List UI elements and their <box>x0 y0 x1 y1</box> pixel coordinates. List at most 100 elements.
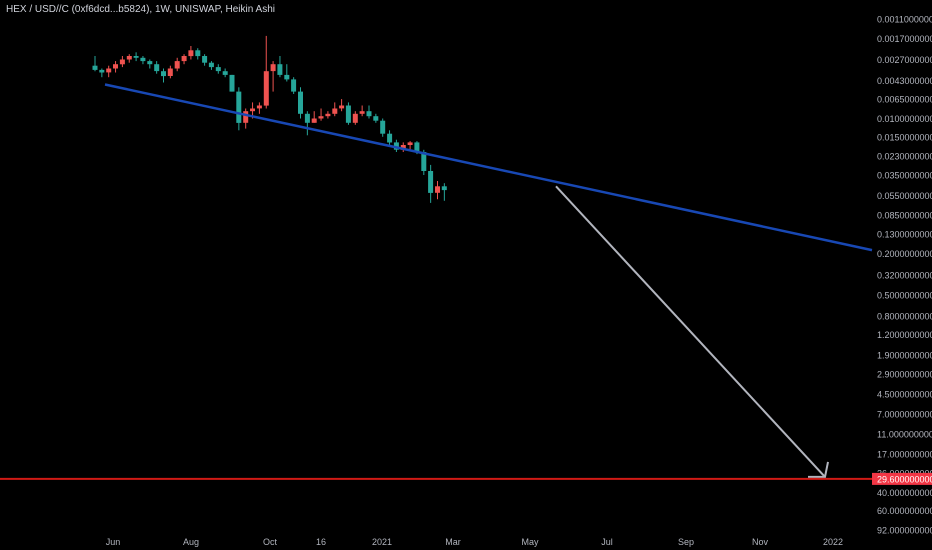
y-tick-label: 0.1300000000 <box>877 230 932 240</box>
candle-body <box>414 142 420 152</box>
candle-body <box>304 113 310 123</box>
x-tick-label: Sep <box>678 537 694 547</box>
candle-body <box>387 133 393 143</box>
y-tick-label: 0.0850000000 <box>877 211 932 221</box>
y-tick-label: 0.0017000000 <box>877 34 932 44</box>
candle-body <box>435 186 440 193</box>
candle-body <box>352 113 358 123</box>
drawings <box>0 83 873 480</box>
candle-body <box>421 152 427 171</box>
projection-arrowhead <box>808 461 829 478</box>
x-tick-label: Oct <box>263 537 278 547</box>
candle-body <box>133 56 139 58</box>
candle-body <box>325 113 331 117</box>
candle-body <box>373 116 379 121</box>
candle-body <box>113 64 118 69</box>
candle-body <box>106 68 112 73</box>
x-tick-label: 2021 <box>372 537 392 547</box>
candle-body <box>311 118 317 123</box>
x-tick-label: Mar <box>445 537 461 547</box>
y-tick-label: 0.2000000000 <box>877 249 932 259</box>
y-tick-label: 92.0000000000 <box>877 526 932 536</box>
candle-body <box>428 171 434 193</box>
x-tick-label: May <box>521 537 539 547</box>
candle-body <box>277 64 283 75</box>
candle-body <box>318 116 324 119</box>
candle-body <box>359 111 365 114</box>
candle-body <box>99 69 105 73</box>
y-tick-label: 1.2000000000 <box>877 330 932 340</box>
y-tick-label: 0.0011000000 <box>877 15 932 25</box>
x-tick-label: Aug <box>183 537 199 547</box>
y-tick-label: 17.0000000000 <box>877 449 932 459</box>
x-tick-label: Nov <box>752 537 769 547</box>
candle-body <box>400 145 406 150</box>
candle-body <box>126 56 132 60</box>
x-tick-label: Jun <box>106 537 121 547</box>
candle-body <box>263 71 269 106</box>
y-tick-label: 0.0150000000 <box>877 132 932 142</box>
candle-body <box>208 62 214 68</box>
candle-body <box>366 111 372 117</box>
candle-body <box>119 59 125 65</box>
candle-body <box>284 74 290 80</box>
candle-body <box>332 108 338 114</box>
candle-body <box>243 111 249 123</box>
y-tick-label: 0.5000000000 <box>877 290 932 300</box>
y-tick-label: 0.8000000000 <box>877 312 932 322</box>
y-tick-label: 0.0043000000 <box>877 76 932 86</box>
y-tick-label: 7.0000000000 <box>877 409 932 419</box>
candle-body <box>161 71 166 77</box>
price-marker-label: 29.6000000000 <box>877 474 932 484</box>
time-axis: Jun Aug Oct 16 2021 Mar May Jul Sep Nov 2022 <box>106 537 843 547</box>
y-tick-label: 2.9000000000 <box>877 370 932 380</box>
candle-body <box>140 57 146 62</box>
trendline <box>104 83 873 252</box>
candle-body <box>229 74 235 92</box>
candle-body <box>202 56 208 63</box>
x-tick-label: Jul <box>601 537 613 547</box>
y-tick-label: 0.0100000000 <box>877 114 932 124</box>
candle-body <box>222 71 228 75</box>
y-tick-label: 0.0065000000 <box>877 95 932 105</box>
candle-body <box>181 56 187 62</box>
y-tick-label: 0.3200000000 <box>877 270 932 280</box>
candle-body <box>380 120 386 134</box>
y-tick-label: 0.0550000000 <box>877 191 932 201</box>
x-tick-label: 2022 <box>823 537 843 547</box>
y-tick-label: 40.0000000000 <box>877 488 932 498</box>
candle-body <box>298 91 303 114</box>
candle-body <box>393 142 399 150</box>
candle-body <box>154 64 160 72</box>
candle-body <box>236 91 242 123</box>
candle-body <box>345 105 351 123</box>
price-marker-bg <box>872 472 932 485</box>
projection-arrow <box>555 185 826 478</box>
candle-body <box>250 108 255 112</box>
candle-body <box>147 61 153 65</box>
y-tick-label: 0.0230000000 <box>877 152 932 162</box>
candle-body <box>441 186 447 191</box>
candle-body <box>174 61 180 69</box>
candle-body <box>291 79 297 92</box>
candle-body <box>407 142 413 145</box>
candle-body <box>256 105 262 109</box>
y-tick-label: 11.0000000000 <box>877 430 932 440</box>
y-tick-label: 60.0000000000 <box>877 506 932 516</box>
y-tick-label: 0.0350000000 <box>877 171 932 181</box>
candle-body <box>215 67 221 72</box>
candle-body <box>339 105 345 109</box>
candles <box>92 35 447 203</box>
candle-body <box>167 68 173 76</box>
y-tick-label: 0.0027000000 <box>877 55 932 65</box>
candle-body <box>270 64 276 72</box>
x-tick-label: 16 <box>316 537 326 547</box>
y-tick-label: 4.5000000000 <box>877 389 932 399</box>
price-axis: 0.0011000000 0.0017000000 0.0027000000 0.00… <box>877 15 932 536</box>
candle-body <box>195 50 201 57</box>
chart-title: HEX / USD//C (0xf6dcd...b5824), 1W, UNIS… <box>6 4 275 15</box>
y-tick-label: 1.9000000000 <box>877 351 932 361</box>
price-marker: 29.6000000000 <box>872 472 932 485</box>
candle-body <box>92 65 98 70</box>
